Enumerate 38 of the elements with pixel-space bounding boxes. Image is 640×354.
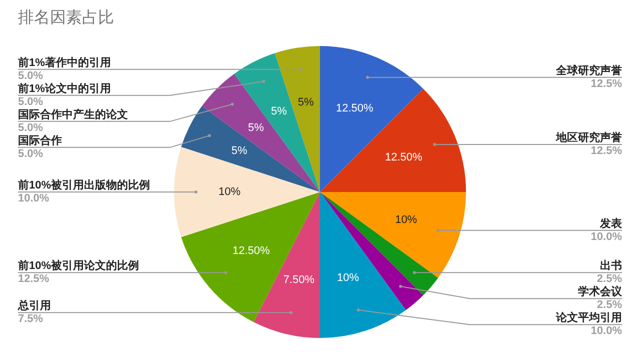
text: 7.5% [18, 313, 44, 326]
text: 12.5% [590, 145, 622, 158]
data-label: 10% [395, 214, 418, 226]
data-label: 10% [218, 186, 241, 198]
slice-label: 发表 [599, 216, 623, 230]
text: 12.5% [18, 273, 50, 286]
data-label: 5% [231, 144, 248, 157]
slice-label: 学术会议 [578, 285, 623, 298]
data-label: 10% [336, 272, 360, 284]
slice-label: 全球研究声誉 [555, 64, 622, 77]
text: 12.5% [590, 78, 622, 90]
text: 10.0% [590, 230, 622, 243]
slice-label: 国际合作 [18, 134, 62, 147]
text: 10.0% [18, 192, 50, 205]
slice-label: 前10%被引用论文的比例 [17, 259, 140, 272]
text: 2.5% [596, 299, 622, 312]
text: 5.0% [18, 96, 44, 108]
slice-label: 前1%著作中的引用 [17, 56, 111, 69]
data-label: 5% [298, 96, 314, 109]
text: 5.0% [18, 148, 44, 160]
slice-label: 地区研究声誉 [555, 131, 622, 144]
text: 2.5% [596, 273, 622, 286]
slice-label: 出书 [600, 259, 622, 272]
slice-label: 国际合作中产生的论文 [18, 108, 128, 121]
slice-label: 总引用 [17, 299, 51, 312]
text: 5.0% [18, 122, 44, 134]
data-label: 7.50% [283, 274, 315, 286]
data-label: 12.50% [384, 151, 422, 164]
data-label: 12.50% [336, 102, 374, 114]
text: 10.0% [590, 325, 622, 338]
text: 5.0% [18, 70, 44, 82]
slice-label: 前1%论文中的引用 [17, 82, 111, 95]
chart-title: 排名因素占比 [18, 8, 114, 26]
data-label: 5% [270, 105, 288, 118]
data-label: 12.50% [232, 244, 270, 257]
slice-label: 论文平均引用 [555, 311, 622, 324]
data-label: 5% [248, 122, 264, 134]
slice-label: 前10%被引用出版物的比例 [17, 178, 150, 192]
